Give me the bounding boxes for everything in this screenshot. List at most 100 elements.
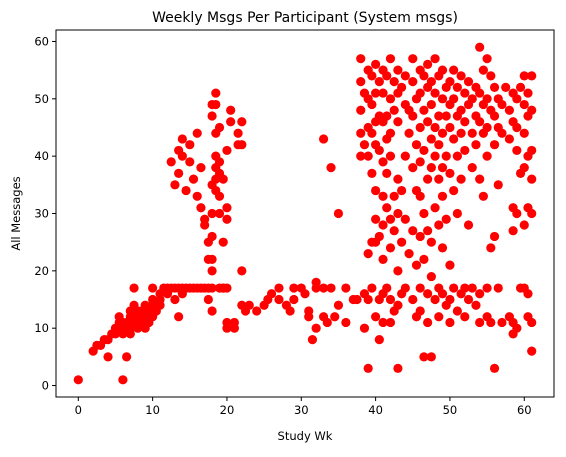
data-point [452,208,462,219]
data-point [192,191,202,201]
data-point [274,294,284,305]
data-point [207,208,217,219]
data-point [449,283,459,293]
data-point [463,294,474,305]
data-point [512,208,522,219]
data-point [374,145,384,156]
data-point [170,180,180,190]
x-tick-label: 30 [294,403,309,417]
data-point [397,185,407,196]
data-point [304,312,314,322]
data-point [393,65,403,75]
data-point [475,317,485,328]
data-point [445,260,455,270]
data-point [512,323,522,333]
data-point [393,208,403,219]
data-point [226,105,236,115]
data-point [527,71,537,81]
data-point [341,317,351,328]
data-point [452,151,462,161]
data-point [419,352,429,362]
data-point [326,163,336,173]
data-point [527,208,537,219]
data-point [430,88,440,98]
data-point [363,249,373,259]
data-point [237,117,247,127]
data-point [475,117,485,127]
data-point [426,237,436,247]
data-point [508,226,518,236]
data-point [467,128,477,138]
data-point [129,283,139,293]
data-point [445,294,455,305]
data-point [356,54,366,64]
data-point [371,88,381,98]
data-point [371,185,381,196]
data-point [437,243,448,253]
data-point [430,294,440,305]
data-point [408,226,418,236]
data-point [367,283,377,293]
data-point [326,283,336,293]
data-point [445,168,455,178]
data-point [493,180,503,190]
data-point [437,128,448,138]
data-point [471,140,481,150]
data-point [482,54,492,64]
data-point [512,122,522,133]
data-point [445,77,455,87]
data-point [452,306,462,316]
data-point [527,145,537,156]
data-point [226,117,236,127]
data-point [181,185,191,196]
data-point [408,111,418,121]
data-point [385,128,396,138]
data-point [408,54,418,64]
data-point [467,283,477,293]
data-point [426,134,436,144]
data-point [363,294,373,305]
data-point [423,226,433,236]
data-point [397,237,407,247]
data-point [177,151,187,161]
data-point [311,277,321,287]
data-point [207,266,217,276]
data-point [408,77,418,87]
chart-title: Weekly Msgs Per Participant (System msgs… [152,10,458,26]
data-point [460,312,470,322]
data-point [229,317,239,328]
data-point [359,323,370,333]
data-point [519,71,529,81]
data-point [363,151,373,161]
data-point [426,271,436,282]
y-tick-label: 30 [34,207,49,221]
data-point [527,346,537,356]
data-point [419,145,429,156]
data-point [467,94,477,104]
data-point [166,157,176,167]
data-point [222,145,232,156]
data-point [155,300,165,310]
data-point [333,300,344,310]
data-point [389,105,399,115]
plot-frame [55,29,555,398]
data-point [460,117,470,127]
x-axis-label: Study Wk [278,429,333,443]
data-point [222,317,232,328]
data-point [449,65,459,75]
data-point [385,294,396,305]
data-point [207,283,217,293]
data-point [378,157,388,167]
data-point [504,134,515,144]
data-point [367,168,377,178]
data-point [385,94,396,104]
data-point [434,111,444,121]
data-point [214,122,225,133]
data-point [486,317,496,328]
x-tick-label: 40 [368,403,383,417]
data-point [430,54,440,64]
data-point [185,157,195,167]
data-point [460,283,470,293]
data-point [482,151,492,161]
